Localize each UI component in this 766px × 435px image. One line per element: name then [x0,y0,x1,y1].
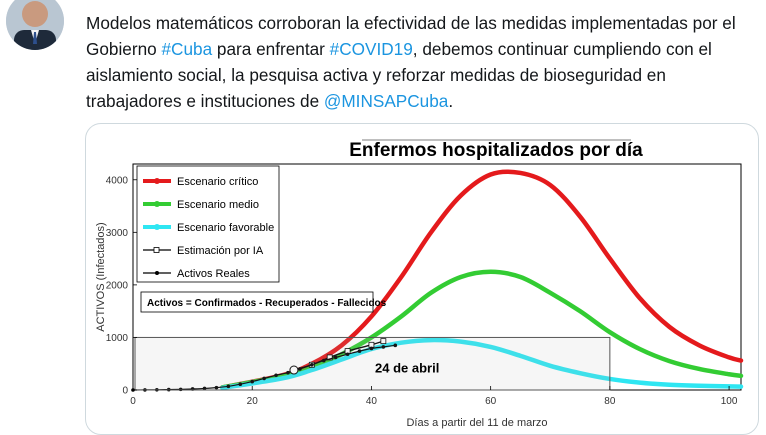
legend-label-1: Escenario medio [177,199,259,211]
legend-box [136,165,280,283]
legend-marker-dot [154,178,160,184]
formula-text: Activos = Confirmados - Recuperados - Fa… [147,298,387,309]
real-active-point [298,367,302,371]
y-tick-label: 3000 [106,228,129,239]
ia-estimate-point [326,354,333,361]
formula-box [140,291,374,313]
real-active-point [226,384,231,389]
tweet-text-end: . [448,91,454,111]
legend-label-3: Estimación por IA [177,245,264,257]
y-tick-label: 4000 [106,175,129,186]
real-active-point [250,379,255,384]
x-tick-label: 60 [485,396,497,407]
x-tick-label: 100 [721,396,738,407]
x-tick-label: 20 [247,396,259,407]
real-active-point [381,345,386,349]
estimate-start-marker [289,365,299,375]
real-active-point [286,370,290,375]
real-active-point [393,343,398,348]
series-line-2 [220,337,744,391]
chart: 24 de abril Activos = Confirmados - Recup… [94,128,750,429]
y-tick-label: 0 [122,386,128,397]
avatar[interactable] [6,0,64,50]
real-active-point [262,376,266,381]
real-active-point [310,362,314,367]
tweet-text: Modelos matemáticos corroboran la efecti… [86,10,756,114]
hashtag-cuba-link[interactable]: #Cuba [161,39,213,59]
real-active-point [214,385,219,390]
legend-marker-dot [154,201,160,207]
series-line-0 [220,169,744,390]
chart-title: Enfermos hospitalizados por día [349,140,643,161]
tweet-text-part1: Modelos matemáticos corroboran la efecti… [86,13,736,59]
date-annotation: 24 de abril [375,361,439,376]
real-active-point [345,352,350,357]
x-tick-label: 40 [366,396,378,407]
hashtag-covid19-link[interactable]: #COVID19 [329,39,413,59]
legend-marker-dot [155,271,159,275]
tweet-text-part2: para enfrentar [212,39,330,59]
tweet-text-part3: , debemos continuar cumpliendo con el ai… [86,39,712,111]
y-tick-label: 2000 [106,280,129,291]
real-active-point [202,386,207,391]
real-active-point [369,346,374,351]
y-tick-label: 1000 [106,333,129,344]
highlight-region [134,336,611,391]
real-active-point [274,373,278,378]
tweet-media-image[interactable]: 24 de abril Activos = Confirmados - Recup… [85,123,759,435]
legend-label-0: Escenario crítico [177,176,258,188]
real-active-point [357,349,362,353]
real-active-point [238,382,243,387]
ia-estimate-point [380,338,387,345]
real-active-point [321,358,326,363]
user-portrait-icon [6,0,64,50]
x-tick-label: 80 [604,396,616,407]
legend-label-2: Escenario favorable [177,222,274,234]
x-axis-label: Días a partir del 11 de marzo [406,417,547,429]
legend-marker-square [153,247,160,253]
series-line-1 [220,269,744,390]
x-tick-label: 0 [130,396,136,407]
real-active-point [333,355,338,360]
legend-marker-dot [154,224,160,230]
y-axis-label: ACTIVOS (Infectados) [95,222,107,331]
legend-label-4: Activos Reales [177,268,250,280]
mention-minsapcuba-link[interactable]: @MINSAPCuba [323,91,449,111]
